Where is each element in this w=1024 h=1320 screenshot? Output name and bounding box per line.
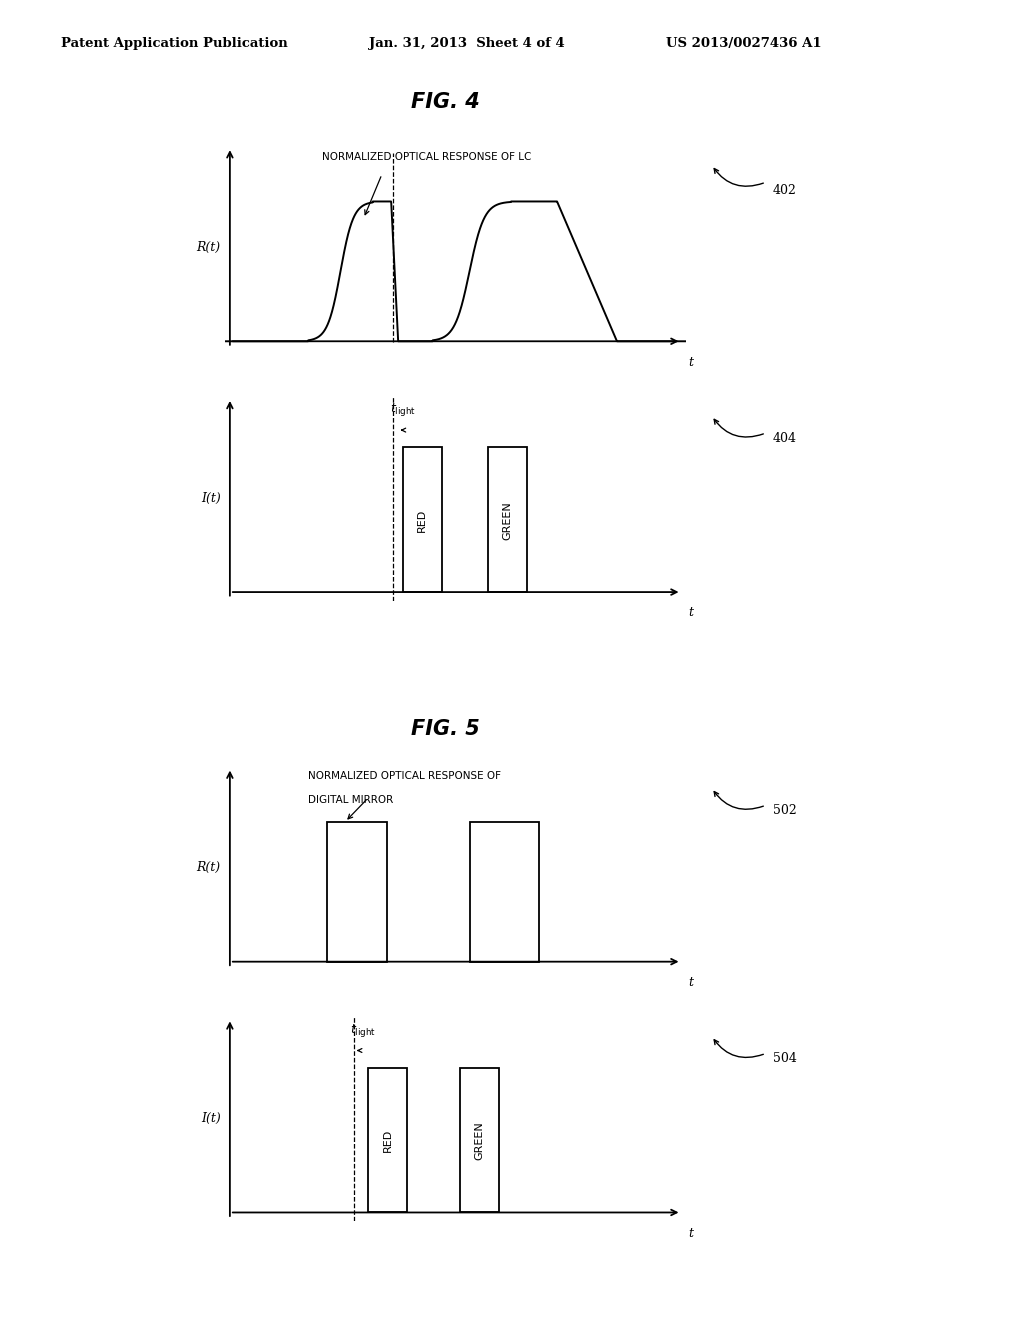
Bar <box>488 447 527 593</box>
Text: I(t): I(t) <box>201 1113 221 1125</box>
Text: GREEN: GREEN <box>475 1122 485 1160</box>
Bar <box>369 1068 408 1213</box>
Text: $t_{\mathrm{light}}$: $t_{\mathrm{light}}$ <box>350 1022 377 1039</box>
Text: 504: 504 <box>773 1052 797 1065</box>
Text: Patent Application Publication: Patent Application Publication <box>61 37 288 50</box>
Text: Jan. 31, 2013  Sheet 4 of 4: Jan. 31, 2013 Sheet 4 of 4 <box>369 37 564 50</box>
Text: FIG. 4: FIG. 4 <box>411 92 480 112</box>
Bar <box>469 822 539 962</box>
Text: t: t <box>688 606 693 619</box>
Text: GREEN: GREEN <box>503 502 513 540</box>
Text: NORMALIZED OPTICAL RESPONSE OF LC: NORMALIZED OPTICAL RESPONSE OF LC <box>322 152 531 162</box>
Text: 404: 404 <box>773 432 797 445</box>
Text: t: t <box>688 1226 693 1239</box>
Text: 402: 402 <box>773 183 797 197</box>
Text: $t_{\mathrm{light}}$: $t_{\mathrm{light}}$ <box>390 401 416 418</box>
Text: R(t): R(t) <box>197 862 221 874</box>
Text: R(t): R(t) <box>197 242 221 253</box>
Text: FIG. 5: FIG. 5 <box>411 719 480 739</box>
Text: I(t): I(t) <box>201 492 221 504</box>
Bar <box>327 822 387 962</box>
Text: RED: RED <box>417 508 427 532</box>
Text: NORMALIZED OPTICAL RESPONSE OF: NORMALIZED OPTICAL RESPONSE OF <box>308 771 501 780</box>
Text: t: t <box>688 355 693 368</box>
Text: RED: RED <box>383 1129 393 1152</box>
Bar <box>402 447 442 593</box>
Text: DIGITAL MIRROR: DIGITAL MIRROR <box>308 795 393 805</box>
Bar <box>461 1068 500 1213</box>
Text: t: t <box>688 975 693 989</box>
Text: 502: 502 <box>773 804 797 817</box>
Text: US 2013/0027436 A1: US 2013/0027436 A1 <box>666 37 821 50</box>
